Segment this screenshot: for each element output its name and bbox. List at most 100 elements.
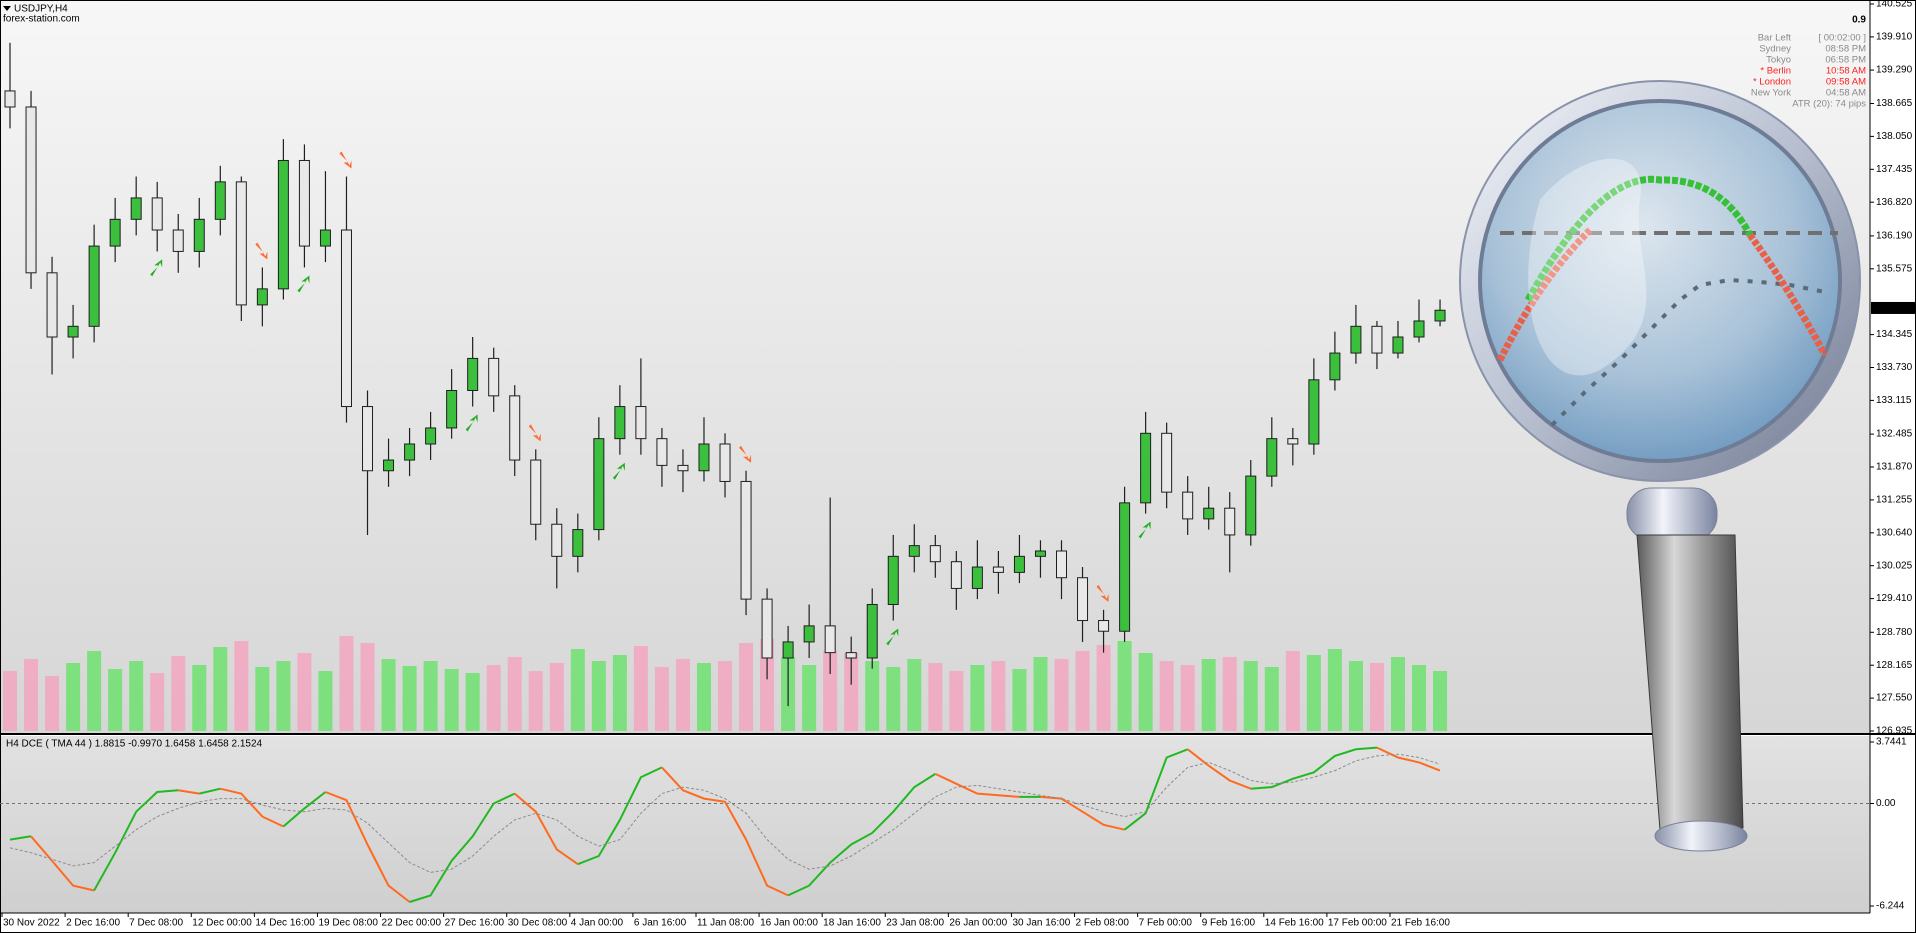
x-tick-label: 14 Dec 16:00 [255,918,315,929]
volume-bar [1433,671,1448,731]
candle-body [1203,507,1215,520]
volume-bar [444,669,459,731]
volume-bar [45,676,60,731]
indicator-title: H4 DCE ( TMA 44 ) 1.8815 -0.9970 1.6458 … [6,739,263,750]
y-tick-label: 135.575 [1876,263,1913,274]
candle-body [635,406,647,440]
candle-body [593,438,605,531]
oscillator-line [514,792,579,866]
volume-bar [360,643,375,731]
y-tick-label: 138.050 [1876,131,1913,142]
candle-body [551,523,563,557]
volume-bar [276,661,291,731]
volume-bar [718,661,733,731]
candle-body [383,459,395,472]
volume-bar [696,663,711,731]
oscillator-line [178,789,200,795]
volume-bar [549,663,564,731]
volume-bar [234,641,249,731]
volume-bar [1264,667,1279,731]
candle-body [4,90,16,108]
oscillator-line [934,772,1020,798]
y-tick-label: 129.410 [1876,593,1913,604]
volume-bar [970,665,985,731]
candle-body [992,566,1004,573]
x-tick-label: 21 Feb 16:00 [1391,918,1450,929]
y-tick-label: 139.910 [1876,32,1913,43]
volume-bar [381,659,396,731]
candle-body [214,181,226,220]
oscillator-line [1187,748,1252,790]
magnifier-neck [1626,487,1718,541]
candle-body [887,555,899,605]
candle-body [151,197,163,231]
volume-bar [591,661,606,731]
y-tick-label: 131.255 [1876,495,1913,506]
volume-bar [1222,657,1237,731]
candle-body [446,390,458,429]
volume-bar [1412,665,1427,731]
volume-bar [129,661,144,731]
oscillator-line [577,766,663,866]
volume-bar [339,636,354,731]
info-label: Sydney [1759,44,1791,55]
volume-bar [465,673,480,731]
oscillator-line [93,789,179,891]
volume-bar [739,643,754,731]
lens-curve-falling [1496,227,1593,362]
volume-bar [760,639,775,731]
price-axis-bg [1870,0,1916,933]
x-tick-label: 2 Dec 16:00 [66,918,120,929]
candle-body [46,272,58,338]
candle-body [1329,352,1341,381]
oscillator-line [1040,795,1125,831]
x-tick-label: 30 Nov 2022 [3,918,60,929]
volume-bar [192,665,207,731]
x-tick-label: 4 Jan 00:00 [571,918,624,929]
y-tick-label: 126.935 [1876,726,1913,737]
candle-body [1056,550,1067,579]
candle-body [467,357,479,392]
candle-body [1140,432,1152,504]
sell-arrow [739,445,752,463]
volume-bar [654,667,669,731]
volume-bar [402,666,417,731]
candle-body [362,406,374,472]
y-tick-label: 127.550 [1876,693,1913,704]
info-label: Bar Left [1758,33,1792,44]
x-tick-label: 7 Feb 00:00 [1139,918,1193,929]
lens-curve-rising [1524,175,1754,302]
candle-body [425,427,437,445]
oscillator-line [30,835,95,892]
candle-body [1224,507,1236,536]
volume-bar [1096,645,1111,731]
y-tick-label: 137.435 [1876,164,1913,175]
candle-body [719,443,731,482]
volume-bar [1306,655,1321,731]
x-tick-label: 27 Dec 16:00 [445,918,505,929]
oscillator-line [220,787,284,828]
buy-arrow [150,259,163,277]
candle-body [340,229,352,408]
x-tick-label: 19 Dec 08:00 [318,918,378,929]
volume-bar [1201,659,1216,731]
candle-body [488,357,500,397]
oscillator-line [325,791,411,903]
candle-body [782,641,794,659]
x-tick-label: 16 Jan 00:00 [760,918,818,929]
sell-arrow [339,151,352,169]
info-label: * Berlin [1760,66,1791,77]
volume-bar [1285,651,1300,731]
last-price-label: 134.843 [1876,303,1913,314]
candle-body [572,529,584,557]
candle-body [88,245,100,327]
candle-body [1371,325,1383,354]
candle-body [929,545,941,563]
y-tick-label: 132.485 [1876,429,1913,440]
candle-body [25,106,37,274]
volume-bar [213,647,228,731]
info-value: 08:58 PM [1825,44,1866,55]
info-value: 09:58 AM [1826,77,1866,88]
volume-bar [949,671,964,731]
